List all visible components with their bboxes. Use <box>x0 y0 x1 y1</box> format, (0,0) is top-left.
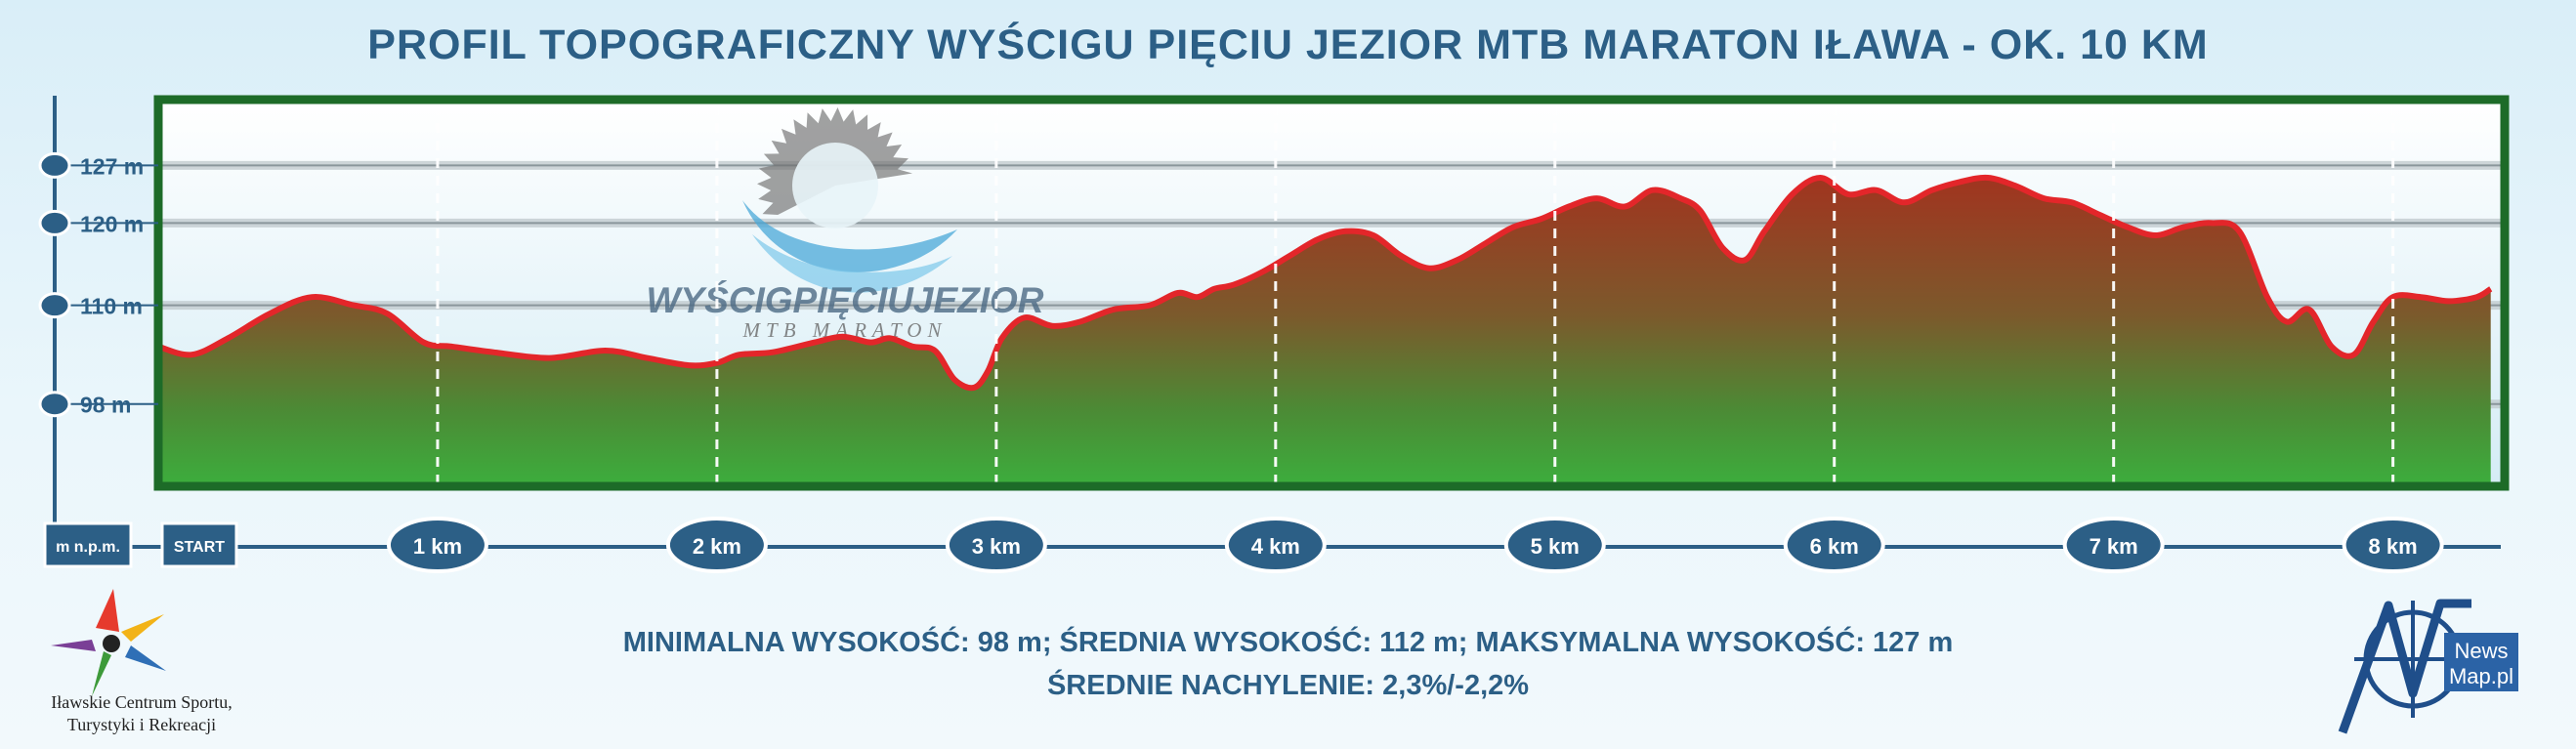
chart-title: PROFIL TOPOGRAFICZNY WYŚCIGU PIĘCIU JEZI… <box>367 21 2209 68</box>
icsir-line1: Iławskie Centrum Sportu, <box>51 692 232 712</box>
x-tick-label: 7 km <box>2090 534 2138 559</box>
logo-star-blue <box>125 645 166 671</box>
stats-elevations: MINIMALNA WYSOKOŚĆ: 98 m; ŚREDNIA WYSOKO… <box>622 627 1954 658</box>
x-tick-badge <box>2342 517 2444 573</box>
icsir-line2: Turystyki i Rekreacji <box>66 715 217 734</box>
newsmap-badge <box>2444 633 2518 691</box>
plot-frame <box>153 95 2510 491</box>
x-tick-label: 5 km <box>1531 534 1580 559</box>
y-tick-marker <box>38 151 71 179</box>
y-tick-label: 110 m <box>80 294 143 319</box>
icsir-logo <box>51 589 166 696</box>
x-tick-badge <box>2062 517 2165 573</box>
wave-icon <box>742 200 957 272</box>
newsmap-line1: News <box>2454 639 2508 663</box>
watermark-name: WYŚCIGPIĘCIUJEZIOR <box>646 280 1043 320</box>
x-tick-badge <box>1503 517 1606 573</box>
x-tick-badge <box>945 517 1047 573</box>
x-tick-label: 3 km <box>972 534 1021 559</box>
y-tick-marker <box>38 292 71 319</box>
y-tick-marker <box>38 209 71 236</box>
wave-icon-2 <box>752 234 952 293</box>
unit-label: m n.p.m. <box>56 539 120 556</box>
y-ticks: 98 m 110 m 120 m 127 m <box>38 151 158 418</box>
x-tick-label: 6 km <box>1810 534 1859 559</box>
logo-star-green <box>92 651 111 696</box>
elevation-line <box>157 174 2493 392</box>
y-tick-marker <box>38 391 71 418</box>
logo-star-red <box>96 589 119 632</box>
x-tick-badge <box>1224 517 1327 573</box>
logo-star-center <box>103 635 120 652</box>
x-tick-badge <box>386 517 488 573</box>
newsmap-n-icon <box>2338 599 2471 734</box>
logo-star-purple <box>51 640 96 651</box>
y-tick-label: 98 m <box>80 393 131 418</box>
x-tick-label: 4 km <box>1251 534 1300 559</box>
newsmap-line2: Map.pl <box>2449 664 2513 688</box>
icsir-logo-text: Iławskie Centrum Sportu, Turystyki i Rek… <box>29 691 254 736</box>
x-axis: m n.p.m. START 1 km 2 km 3 km 4 km 5 km 6 km 7 k… <box>43 517 2501 573</box>
start-label: START <box>174 539 225 556</box>
x-tick-badge <box>1783 517 1885 573</box>
elevation-fill <box>158 177 2491 486</box>
unit-box <box>43 521 133 568</box>
newsmap-logo: News Map.pl <box>2338 599 2518 734</box>
x-tick-label: 1 km <box>413 534 462 559</box>
x-tick-badge <box>665 517 768 573</box>
y-tick-label: 120 m <box>80 211 144 236</box>
statistics: MINIMALNA WYSOKOŚĆ: 98 m; ŚREDNIA WYSOKO… <box>0 621 2576 707</box>
x-tick-label: 8 km <box>2369 534 2418 559</box>
start-box <box>160 521 238 568</box>
x-tick-label: 2 km <box>693 534 741 559</box>
stats-slope: ŚREDNIE NACHYLENIE: 2,3%/-2,2% <box>1046 670 1530 701</box>
y-tick-label: 127 m <box>80 153 144 179</box>
logo-star-yellow <box>121 614 164 642</box>
profile-area <box>157 174 2493 486</box>
